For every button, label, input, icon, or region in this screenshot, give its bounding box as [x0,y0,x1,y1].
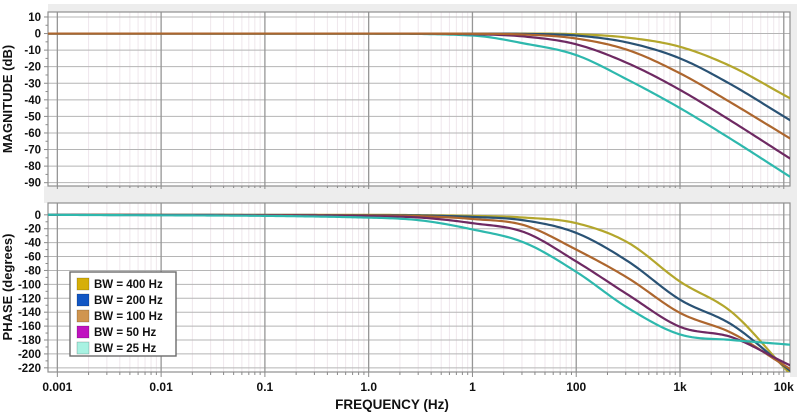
y-axis-ticks: 10 0 -10 -20 -30 -40 -50 -60 -70 -80 -90 [24,12,48,190]
y-tick-label: -40 [24,95,41,107]
legend-item-400hz: BW = 400 Hz [76,277,163,291]
curve-25hz [48,213,790,346]
y-tick-label: -80 [24,265,41,277]
x-tick-label: 1.0 [360,380,377,394]
y-tick-label: -60 [24,252,41,264]
y-tick-label: -120 [18,293,41,305]
curve-100hz [48,32,790,140]
y-tick-label: -30 [24,78,41,90]
y-tick-label: -160 [18,321,41,333]
magnitude-axis-title: MAGNITUDE (dB) [0,45,15,153]
y-tick-label: 0 [35,29,41,41]
legend-swatch [76,309,90,323]
x-tick-label: 0.01 [149,380,173,394]
legend-label: BW = 100 Hz [94,311,163,323]
x-tick-label: 1 [469,380,476,394]
legend-item-100hz: BW = 100 Hz [76,309,163,323]
frequency-axis-title: FREQUENCY (Hz) [335,397,449,412]
y-tick-label: -20 [24,224,41,236]
legend-swatch [76,325,90,339]
y-tick-label: -180 [18,335,41,347]
y-tick-label: -90 [24,178,41,190]
x-axis-ticks [56,186,785,189]
y-tick-label: -10 [24,45,41,57]
legend: BW = 400 Hz BW = 200 Hz BW = 100 Hz BW = 50… [69,271,177,357]
x-axis-ticks [56,372,785,377]
legend-item-25hz: BW = 25 Hz [76,341,157,355]
magnitude-panel-curves [48,32,790,178]
legend-swatch [76,277,90,291]
legend-item-200hz: BW = 200 Hz [76,293,163,307]
y-tick-label: -50 [24,111,41,123]
x-tick-label: 0.001 [42,380,72,394]
legend-swatch [76,341,90,355]
y-tick-label: -220 [18,363,41,375]
legend-label: BW = 200 Hz [94,295,163,307]
y-tick-label: -80 [24,161,41,173]
panel-backing [44,4,797,377]
phase-axis-title: PHASE (degrees) [0,234,15,341]
y-tick-label: -70 [24,145,41,157]
legend-label: BW = 50 Hz [94,327,157,339]
y-tick-label: 10 [28,12,41,24]
y-tick-label: 0 [35,210,41,222]
legend-label: BW = 400 Hz [94,279,163,291]
decade-gridlines [56,12,785,186]
legend-label: BW = 25 Hz [94,343,157,355]
y-tick-label: -40 [24,238,41,250]
x-tick-label: 100 [566,380,586,394]
y-tick-label: -20 [24,62,41,74]
y-tick-label: -60 [24,128,41,140]
chart-layers: 100-10-20-30-40-50-60-70-80-900-20-40-60… [18,4,797,394]
phase-panel-curves [48,213,790,372]
y-tick-label: -200 [18,349,41,361]
magnitude-panel: 10 0 -10 -20 -30 -40 -50 -60 -70 -80 -90 [24,11,791,190]
y-tick-label: -140 [18,307,41,319]
x-tick-label: 1k [673,380,687,394]
y-axis-ticks: 0 -20 -40 -60-80 -100 -120 -140 -160 -180 -200 -22… [18,210,48,375]
x-tick-labels: 0.001 0.01 0.1 1.0 1 100 1k 10k [42,380,794,394]
legend-swatch [76,293,90,307]
y-tick-label: -100 [18,279,41,291]
legend-item-50hz: BW = 50 Hz [76,325,157,339]
x-tick-label: 10k [774,380,794,394]
x-tick-label: 0.1 [257,380,274,394]
